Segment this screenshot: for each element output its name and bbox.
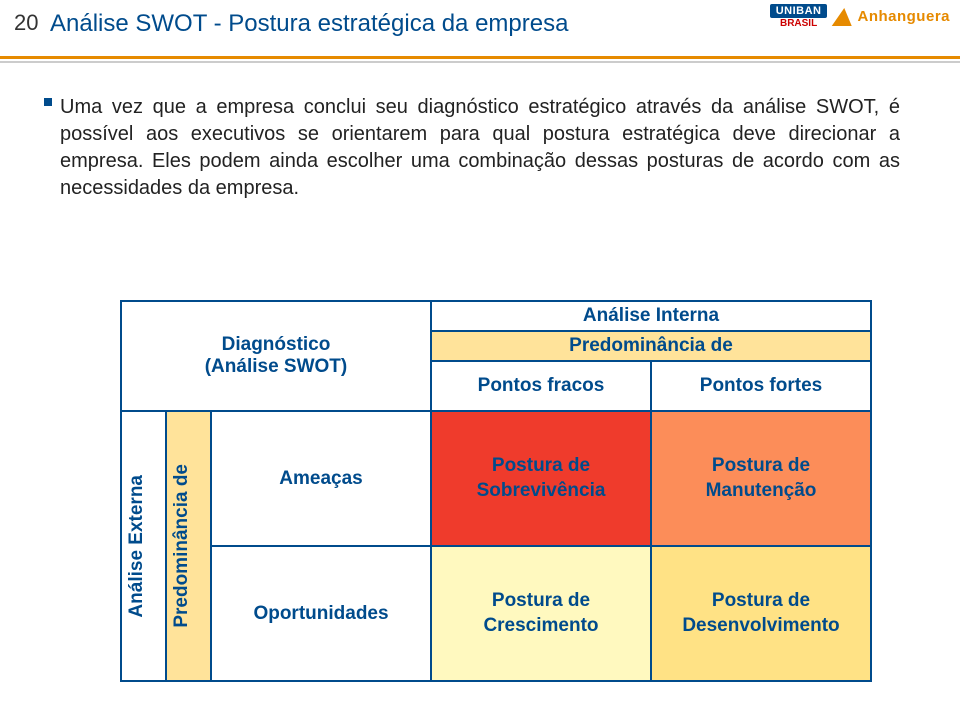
matrix-left-subheader: Predominância de bbox=[166, 411, 211, 681]
slide-title: Análise SWOT - Postura estratégica da em… bbox=[50, 10, 568, 38]
cell-manut-line2: Manutenção bbox=[706, 480, 817, 501]
matrix-corner-line2: (Análise SWOT) bbox=[205, 356, 348, 377]
matrix-top-subheader: Predominância de bbox=[431, 331, 871, 361]
slide-header: 20 Análise SWOT - Postura estratégica da… bbox=[0, 0, 960, 58]
matrix-left-subheader-text: Predominância de bbox=[167, 456, 197, 636]
cell-sobrev-line1: Postura de bbox=[492, 455, 590, 476]
matrix-cell-desenvolvimento: Postura de Desenvolvimento bbox=[651, 546, 871, 681]
cell-desenv-line1: Postura de bbox=[712, 590, 810, 611]
uniban-logo: UNIBAN BRASIL bbox=[770, 4, 828, 29]
anhanguera-icon bbox=[832, 8, 855, 26]
cell-cresc-line2: Crescimento bbox=[483, 615, 598, 636]
matrix-corner-line1: Diagnóstico bbox=[222, 334, 331, 355]
uniban-logo-text: UNIBAN bbox=[770, 4, 828, 18]
matrix-left-header-text: Análise Externa bbox=[122, 467, 152, 626]
matrix-left-header: Análise Externa bbox=[121, 411, 166, 681]
cell-manut-line1: Postura de bbox=[712, 455, 810, 476]
anhanguera-logo-text: Anhanguera bbox=[857, 8, 950, 25]
body-text-area: Uma vez que a empresa conclui seu diagnó… bbox=[0, 58, 960, 202]
matrix-col-weak: Pontos fracos bbox=[431, 361, 651, 411]
matrix-corner-cell: Diagnóstico (Análise SWOT) bbox=[121, 301, 431, 411]
matrix-cell-manutencao: Postura de Manutenção bbox=[651, 411, 871, 546]
slide-number: 20 bbox=[14, 10, 38, 36]
cell-sobrev-line2: Sobrevivência bbox=[477, 480, 606, 501]
anhanguera-logo: Anhanguera bbox=[833, 8, 950, 26]
uniban-logo-sub: BRASIL bbox=[780, 18, 817, 29]
slide: 20 Análise SWOT - Postura estratégica da… bbox=[0, 0, 960, 720]
matrix-cell-sobrevivencia: Postura de Sobrevivência bbox=[431, 411, 651, 546]
swot-table: Diagnóstico (Análise SWOT) Análise Inter… bbox=[120, 300, 872, 682]
paragraph-text: Uma vez que a empresa conclui seu diagnó… bbox=[60, 94, 900, 202]
swot-matrix: Diagnóstico (Análise SWOT) Análise Inter… bbox=[120, 300, 872, 682]
matrix-row-threats: Ameaças bbox=[211, 411, 431, 546]
cell-desenv-line2: Desenvolvimento bbox=[682, 615, 839, 636]
matrix-col-strong: Pontos fortes bbox=[651, 361, 871, 411]
bullet-square-icon bbox=[44, 98, 52, 106]
matrix-row-opportunities: Oportunidades bbox=[211, 546, 431, 681]
cell-cresc-line1: Postura de bbox=[492, 590, 590, 611]
logo-area: UNIBAN BRASIL Anhanguera bbox=[770, 4, 950, 29]
matrix-top-header: Análise Interna bbox=[431, 301, 871, 331]
matrix-cell-crescimento: Postura de Crescimento bbox=[431, 546, 651, 681]
